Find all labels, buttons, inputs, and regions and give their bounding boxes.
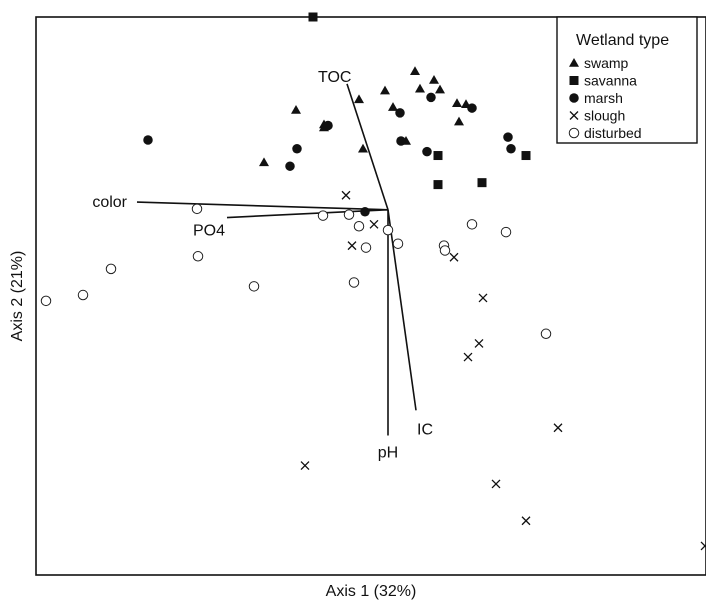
disturbed-point	[500, 226, 512, 238]
swamp-point	[415, 83, 425, 93]
marsh-point	[396, 136, 406, 146]
marsh-point	[426, 92, 436, 103]
disturbed-point	[540, 328, 552, 340]
swamp-point	[454, 116, 464, 126]
disturbed-point	[77, 289, 89, 301]
vector-label-ic: IC	[417, 421, 433, 438]
savanna-point	[433, 180, 443, 190]
slough-point	[347, 241, 357, 251]
swamp-point	[452, 98, 462, 107]
slough-point	[521, 516, 531, 526]
vector-color	[136, 201, 389, 211]
vector-label-color: color	[92, 194, 127, 211]
legend-label-swamp: swamp	[584, 55, 629, 71]
marsh-point	[292, 144, 302, 154]
savanna-point	[477, 178, 487, 188]
marsh-point	[506, 144, 516, 154]
marsh-point	[143, 135, 153, 145]
swamp-point	[259, 157, 269, 167]
swamp-point	[410, 66, 420, 75]
disturbed-point	[191, 203, 203, 215]
slough-point	[491, 479, 501, 489]
marsh-point	[467, 103, 477, 113]
legend-label-disturbed: disturbed	[584, 125, 642, 141]
savanna-point	[433, 151, 443, 161]
marsh-point	[503, 132, 513, 142]
swamp-point	[291, 105, 301, 114]
marsh-point	[323, 120, 333, 131]
slough-point	[553, 423, 563, 433]
swamp-point	[388, 102, 398, 111]
y-axis-label: Axis 2 (21%)	[9, 251, 26, 342]
legend-marker-savanna	[569, 76, 579, 85]
slough-point	[449, 252, 459, 262]
marsh-point	[360, 206, 370, 217]
legend-marker-disturbed	[568, 127, 580, 139]
legend-label-slough: slough	[584, 108, 625, 124]
disturbed-point	[353, 221, 365, 232]
marsh-point	[395, 108, 405, 118]
disturbed-point	[317, 210, 329, 221]
disturbed-point	[360, 242, 372, 253]
legend-box	[556, 16, 698, 144]
disturbed-point	[105, 263, 117, 275]
legend-label-marsh: marsh	[584, 90, 623, 106]
marsh-point	[285, 161, 295, 171]
disturbed-point	[192, 251, 204, 262]
disturbed-point	[392, 238, 404, 249]
swamp-point	[358, 143, 368, 153]
marsh-point	[422, 146, 432, 157]
vectors-layer: TOC color PO4 pH IC	[92, 69, 433, 462]
disturbed-point	[439, 245, 451, 256]
slough-point	[300, 461, 310, 470]
legend-title: Wetland type	[576, 32, 669, 49]
slough-point	[463, 352, 473, 362]
slough-point	[341, 190, 351, 200]
x-axis-label: Axis 1 (32%)	[326, 583, 417, 600]
disturbed-point	[248, 281, 260, 292]
points-layer	[40, 12, 706, 551]
slough-point	[474, 339, 484, 348]
vector-label-po4: PO4	[193, 223, 225, 240]
legend-marker-marsh	[569, 93, 579, 103]
vector-label-toc: TOC	[318, 69, 351, 86]
disturbed-point	[348, 277, 360, 288]
stray-mark	[700, 541, 706, 551]
slough-point	[478, 293, 488, 303]
slough-point	[369, 219, 379, 229]
disturbed-point	[40, 295, 52, 307]
disturbed-point	[343, 209, 355, 220]
swamp-point	[429, 74, 439, 84]
savanna-point	[308, 12, 318, 22]
swamp-point	[354, 94, 364, 104]
disturbed-point	[466, 219, 478, 230]
plot-frame	[35, 16, 706, 576]
legend-marker-swamp	[569, 58, 579, 67]
vector-label-ph: pH	[378, 445, 398, 462]
legend-marker-slough	[569, 111, 579, 120]
disturbed-point	[382, 224, 394, 236]
swamp-point	[435, 84, 445, 94]
savanna-point	[521, 151, 531, 161]
swamp-point	[380, 85, 390, 95]
vector-toc	[346, 83, 389, 211]
legend-label-savanna: savanna	[584, 73, 637, 89]
vector-ic	[387, 209, 417, 411]
